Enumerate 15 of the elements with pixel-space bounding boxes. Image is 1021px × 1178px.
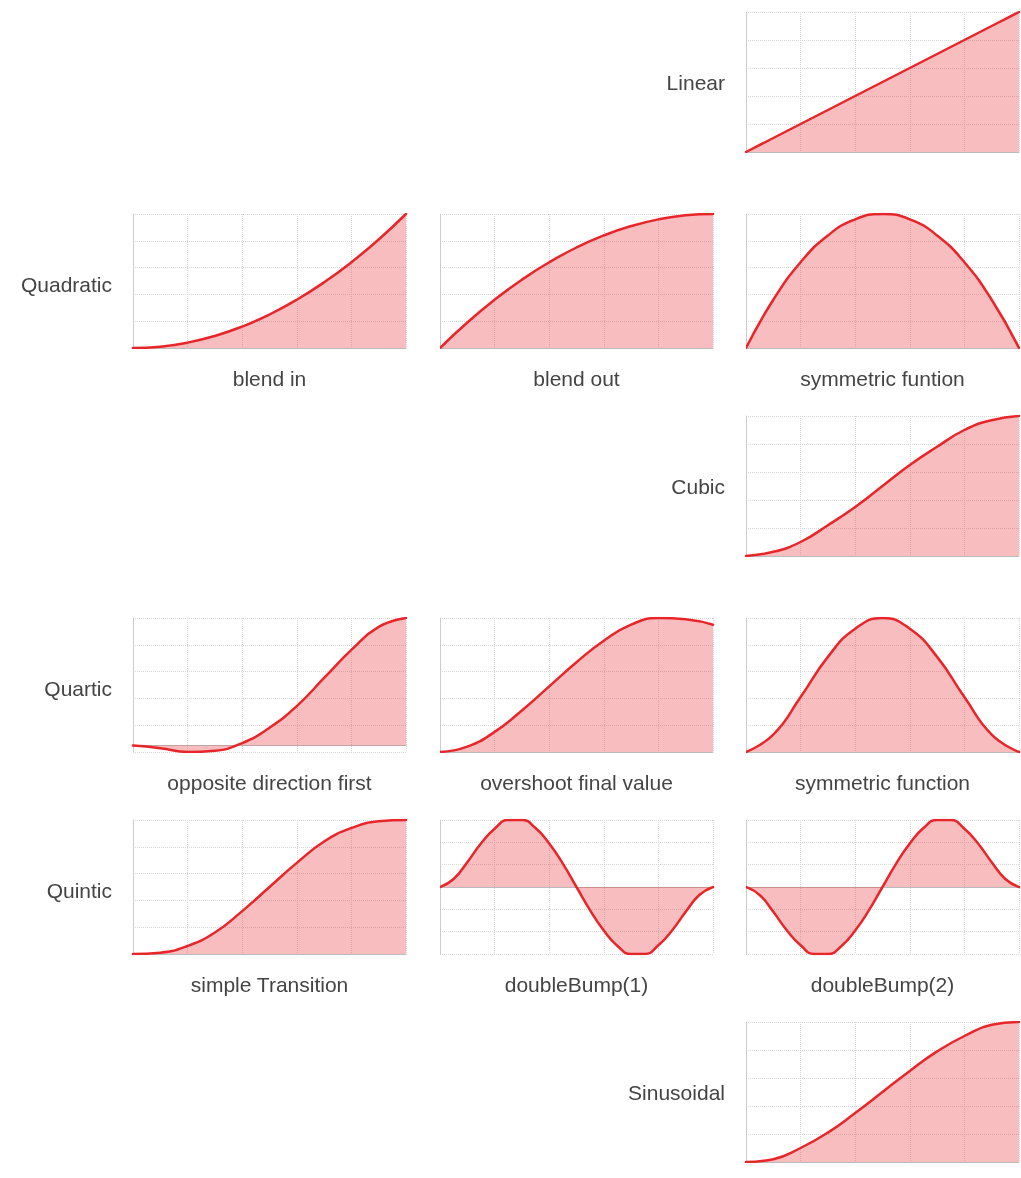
y-axis-title: Quartic bbox=[44, 676, 112, 700]
x-axis-title: simple Transition bbox=[190, 973, 349, 996]
x-axis-title: overshoot final value bbox=[480, 771, 673, 794]
x-axis-title: symmetric funtion bbox=[800, 367, 965, 390]
y-axis-title: Linear bbox=[666, 70, 725, 94]
x-axis-title: blend out bbox=[533, 367, 620, 390]
y-axis-title: Sinusoidal bbox=[628, 1080, 725, 1104]
x-axis-title: doubleBump(2) bbox=[810, 973, 955, 996]
x-axis-title: blend in bbox=[232, 367, 307, 390]
x-axis-title: opposite direction first bbox=[167, 771, 372, 794]
x-axis-title: doubleBump(1) bbox=[504, 973, 649, 996]
x-axis-title: symmetric function bbox=[794, 771, 971, 794]
y-axis-title: Quintic bbox=[46, 878, 112, 902]
y-axis-title: Cubic bbox=[671, 474, 725, 498]
y-axis-title: Quadratic bbox=[20, 272, 112, 296]
